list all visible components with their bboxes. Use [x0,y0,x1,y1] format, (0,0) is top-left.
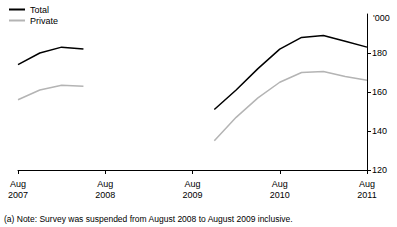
svg-text:2011: 2011 [357,190,376,200]
svg-text:Aug: Aug [184,179,200,189]
svg-text:'000: '000 [373,13,390,23]
svg-text:Aug: Aug [359,179,375,189]
svg-text:140: 140 [372,126,387,136]
svg-text:Aug: Aug [272,179,288,189]
svg-text:120: 120 [372,165,387,175]
svg-text:160: 160 [372,87,387,97]
svg-text:Private: Private [30,16,58,26]
svg-text:180: 180 [372,48,387,58]
svg-text:(a) Note: Survey was suspended: (a) Note: Survey was suspended from Augu… [4,214,293,224]
svg-text:2008: 2008 [95,190,115,200]
svg-text:Total: Total [30,5,49,15]
svg-text:Aug: Aug [10,179,26,189]
svg-text:2007: 2007 [8,190,28,200]
svg-text:2010: 2010 [270,190,290,200]
svg-text:2009: 2009 [182,190,202,200]
svg-text:Aug: Aug [97,179,113,189]
